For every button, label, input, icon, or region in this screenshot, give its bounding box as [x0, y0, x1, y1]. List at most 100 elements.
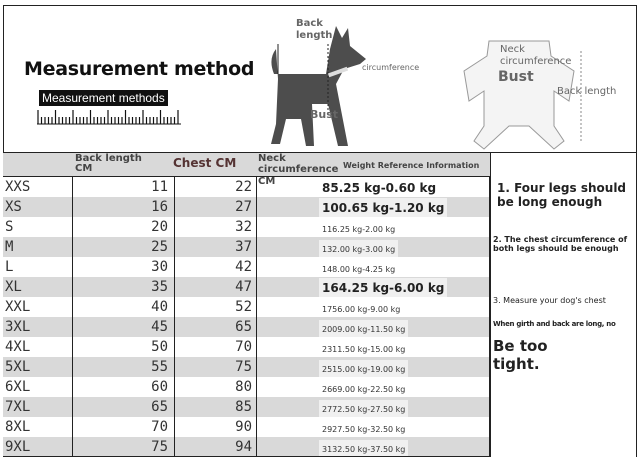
dog-bust-label: Bust [310, 108, 339, 121]
chest-cell: 27 [175, 197, 257, 217]
chest-cell: 42 [175, 257, 257, 277]
back-length-cell: 16 [73, 197, 175, 217]
measurement-badge: Measurement methods [39, 90, 168, 106]
table-row: 4XL 50 70 2311.50 kg-15.00 kg [3, 337, 490, 360]
weight-value: 2009.00 kg-11.50 kg [319, 320, 409, 340]
size-cell: S [3, 217, 73, 237]
weight-value: 164.25 kg-6.00 kg [319, 278, 448, 298]
table-header: Back length CM Chest CM Neck circumferen… [3, 153, 490, 187]
clothes-bust-label: Bust [498, 69, 534, 85]
back-length-cell: 55 [73, 357, 175, 377]
chest-cell: 70 [175, 337, 257, 357]
back-length-cell: 50 [73, 337, 175, 357]
weight-value: 100.65 kg-1.20 kg [319, 198, 448, 218]
neck-cell: 2772.50 kg-27.50 kg [257, 397, 490, 420]
back-length-cell: 70 [73, 417, 175, 437]
page-title: Measurement method [24, 58, 255, 80]
size-cell: 9XL [3, 437, 73, 457]
size-cell: M [3, 237, 73, 257]
chest-cell: 47 [175, 277, 257, 297]
weight-value: 3132.50 kg-37.50 kg [319, 440, 409, 460]
header-neck-unit: CM [258, 176, 276, 187]
back-length-cell: 35 [73, 277, 175, 297]
size-cell: 5XL [3, 357, 73, 377]
measurement-banner: Measurement method Measurement methods B… [3, 5, 637, 153]
back-length-cell: 40 [73, 297, 175, 317]
header-neck-2: circumference [258, 164, 339, 175]
dog-back-label: Back [296, 18, 323, 29]
table-row: 9XL 75 94 3132.50 kg-37.50 kg [3, 437, 490, 460]
size-cell: XS [3, 197, 73, 217]
header-weight: Weight Reference Information [343, 161, 480, 170]
neck-cell: 3132.50 kg-37.50 kg [257, 437, 490, 460]
back-length-cell: 20 [73, 217, 175, 237]
table-row: 5XL 55 75 2515.00 kg-19.00 kg [3, 357, 490, 380]
chest-cell: 65 [175, 317, 257, 337]
clothes-circ-label: circumference [500, 56, 572, 67]
header-chest: Chest CM [173, 156, 237, 170]
weight-value: 2515.00 kg-19.00 kg [319, 360, 409, 380]
table-bottom-border [3, 456, 490, 457]
header-neck: Neck [258, 153, 286, 164]
table-row: 6XL 60 80 2669.00 kg-22.50 kg [3, 377, 490, 400]
back-length-cell: 65 [73, 397, 175, 417]
back-length-cell: 75 [73, 437, 175, 457]
size-cell: 3XL [3, 317, 73, 337]
chest-cell: 37 [175, 237, 257, 257]
note-3: 3. Measure your dog's chest [493, 296, 606, 305]
table-row: 3XL 45 65 2009.00 kg-11.50 kg [3, 317, 490, 340]
size-cell: 6XL [3, 377, 73, 397]
neck-cell: 148.00 kg-4.25 kg [257, 257, 490, 280]
size-cell: 4XL [3, 337, 73, 357]
neck-cell: 2927.50 kg-32.50 kg [257, 417, 490, 440]
neck-cell: 100.65 kg-1.20 kg [257, 197, 490, 218]
clothes-diagram [463, 40, 582, 150]
weight-value: 2772.50 kg-27.50 kg [319, 400, 409, 420]
size-cell: 7XL [3, 397, 73, 417]
neck-cell: 1756.00 kg-9.00 kg [257, 297, 490, 320]
table-row: XXL 40 52 1756.00 kg-9.00 kg [3, 297, 490, 320]
chest-cell: 22 [175, 177, 257, 197]
size-cell: XXL [3, 297, 73, 317]
dog-diagram [271, 26, 366, 146]
back-length-cell: 45 [73, 317, 175, 337]
size-cell: XL [3, 277, 73, 297]
size-cell: XXS [3, 177, 73, 197]
chest-cell: 94 [175, 437, 257, 457]
table-row: S 20 32 116.25 kg-2.00 kg [3, 217, 490, 240]
table-row: XS 16 27 100.65 kg-1.20 kg [3, 197, 490, 218]
neck-cell: 2515.00 kg-19.00 kg [257, 357, 490, 380]
neck-cell: 164.25 kg-6.00 kg [257, 277, 490, 298]
chest-cell: 32 [175, 217, 257, 237]
weight-value: 2311.50 kg-15.00 kg [319, 340, 409, 360]
neck-cell: 85.25 kg-0.60 kg [257, 177, 490, 198]
clothes-back-label: Back length [557, 86, 617, 97]
table-row: 7XL 65 85 2772.50 kg-27.50 kg [3, 397, 490, 420]
weight-value: 2927.50 kg-32.50 kg [319, 420, 409, 440]
neck-cell: 116.25 kg-2.00 kg [257, 217, 490, 240]
note-4: When girth and back are long, no [493, 320, 616, 328]
table-row: L 30 42 148.00 kg-4.25 kg [3, 257, 490, 280]
chest-cell: 80 [175, 377, 257, 397]
back-length-cell: 11 [73, 177, 175, 197]
table-row: XXS 11 22 85.25 kg-0.60 kg [3, 177, 490, 198]
note-1: 1. Four legs should be long enough [497, 181, 627, 209]
header-back-length: Back length [75, 153, 142, 164]
note-2: 2. The chest circumference of both legs … [493, 235, 628, 253]
weight-value: 1756.00 kg-9.00 kg [319, 300, 404, 320]
header-back-unit: CM [75, 163, 93, 174]
neck-cell: 132.00 kg-3.00 kg [257, 237, 490, 260]
weight-value: 132.00 kg-3.00 kg [319, 240, 399, 260]
weight-value: 2669.00 kg-22.50 kg [319, 380, 409, 400]
table-row: M 25 37 132.00 kg-3.00 kg [3, 237, 490, 260]
chest-cell: 75 [175, 357, 257, 377]
chest-cell: 52 [175, 297, 257, 317]
weight-value: 85.25 kg-0.60 kg [319, 178, 440, 198]
back-length-cell: 25 [73, 237, 175, 257]
size-cell: L [3, 257, 73, 277]
back-length-cell: 30 [73, 257, 175, 277]
table-row: XL 35 47 164.25 kg-6.00 kg [3, 277, 490, 298]
weight-value: 116.25 kg-2.00 kg [319, 220, 399, 240]
dog-neck-label: circumference [362, 63, 420, 72]
weight-value: 148.00 kg-4.25 kg [319, 260, 399, 280]
